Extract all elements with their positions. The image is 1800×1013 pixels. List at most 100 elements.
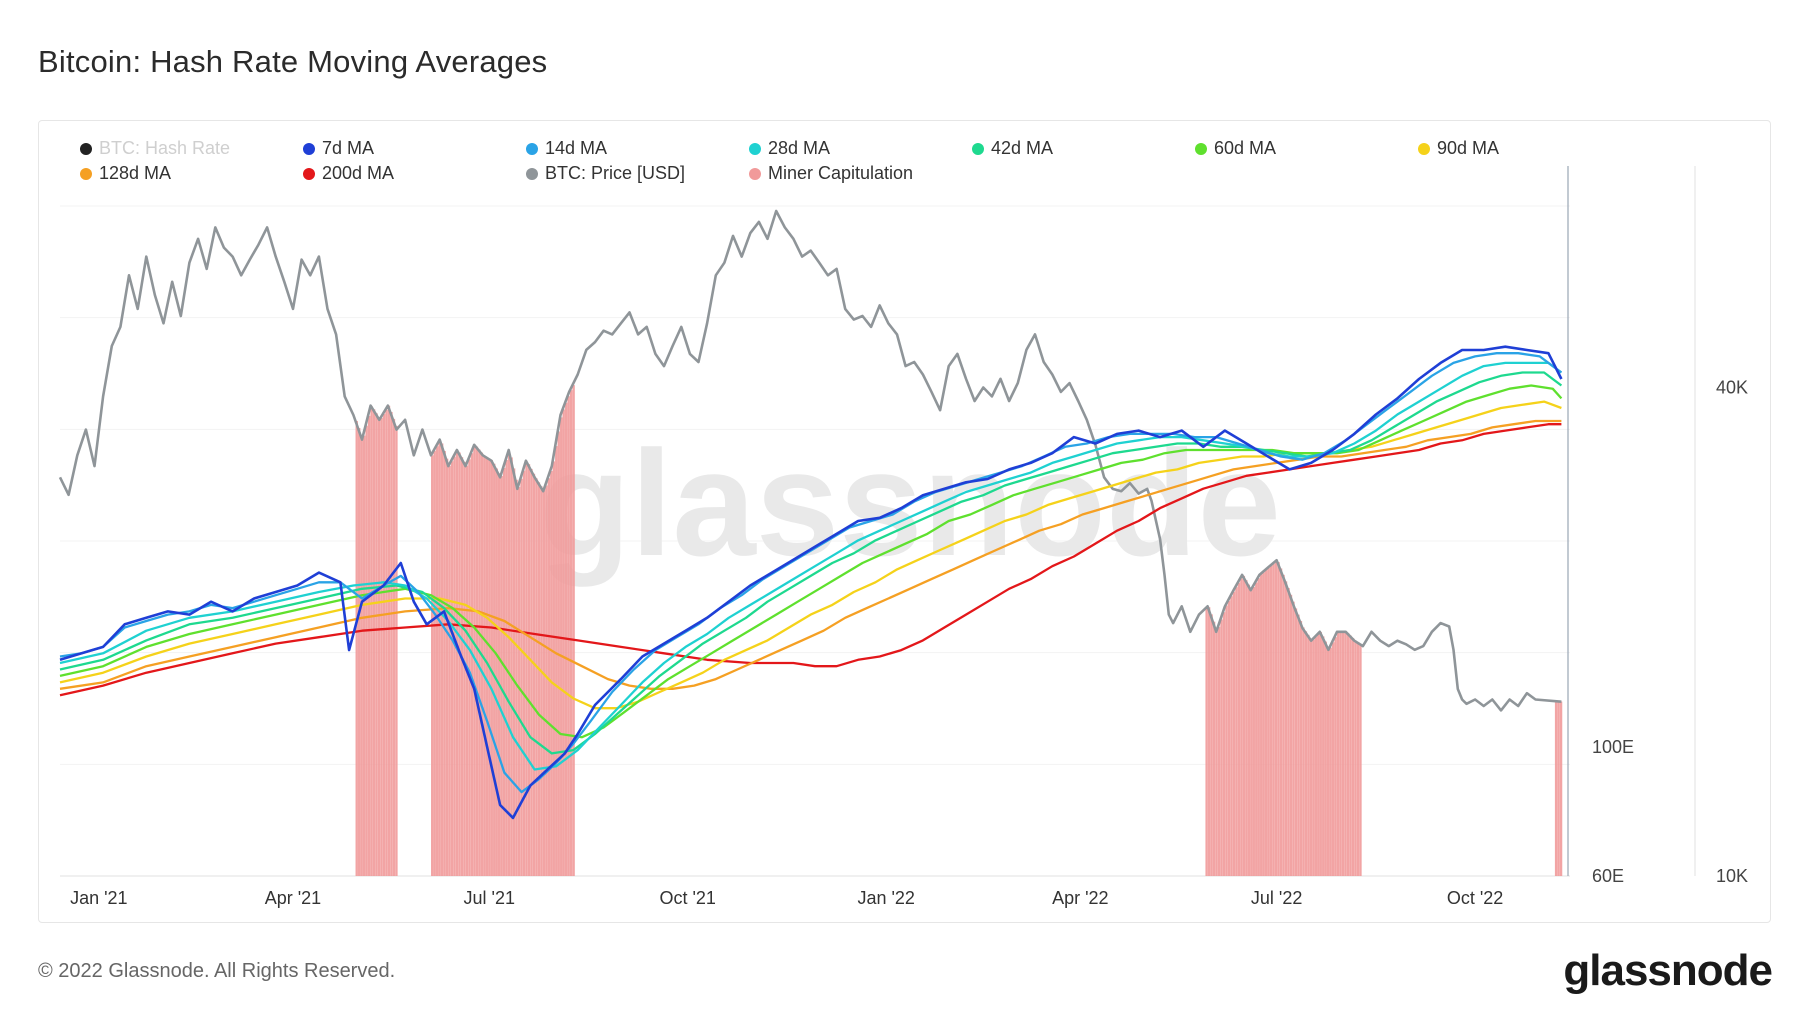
- ma-line-60d: [59, 384, 1563, 739]
- hash-axis-tick-label: 60E: [1592, 866, 1624, 886]
- capitulation-bar: [572, 385, 575, 876]
- capitulation-bar: [390, 412, 393, 876]
- legend-item-7d-ma[interactable]: 7d MA: [303, 138, 526, 159]
- capitulation-bar: [517, 487, 521, 876]
- capitulation-bar: [1225, 605, 1228, 876]
- legend-dot-icon: [526, 142, 538, 155]
- capitulation-bar: [1279, 568, 1283, 876]
- capitulation-bar: [550, 471, 553, 876]
- capitulation-bar: [1227, 600, 1231, 876]
- capitulation-bar: [1356, 642, 1360, 876]
- capitulation-bar: [358, 428, 361, 876]
- legend-label: 90d MA: [1437, 138, 1500, 158]
- capitulation-bar: [377, 417, 381, 876]
- x-tick-label: Jan '21: [70, 888, 127, 908]
- x-tick-label: Jul '21: [464, 888, 515, 908]
- capitulation-bar: [1331, 642, 1335, 876]
- capitulation-bar: [1319, 631, 1322, 876]
- legend-item-miner-capitulation[interactable]: Miner Capitulation: [749, 163, 972, 184]
- capitulation-bar: [362, 435, 366, 876]
- capitulation-bar: [1307, 634, 1310, 876]
- legend-label: 60d MA: [1214, 138, 1277, 158]
- capitulation-bar: [490, 460, 493, 876]
- capitulation-bar: [473, 447, 476, 876]
- legend-label: 14d MA: [545, 138, 608, 158]
- capitulation-bar: [1222, 612, 1226, 876]
- legend-label: BTC: Hash Rate: [99, 138, 231, 158]
- ma-line-42d: [59, 371, 1563, 755]
- capitulation-bar: [537, 482, 541, 876]
- capitulation-bar: [1302, 627, 1305, 876]
- capitulation-bar: [498, 473, 501, 876]
- capitulation-bar: [1341, 631, 1345, 876]
- capitulation-bar: [1324, 641, 1327, 876]
- chart-legend: BTC: Hash Rate 7d MA 14d MA 28d MA 42d MA 60d…: [80, 138, 1520, 184]
- capitulation-bar: [569, 390, 573, 876]
- capitulation-bar: [500, 475, 503, 876]
- capitulation-bar: [1304, 631, 1308, 876]
- legend-item-14d-ma[interactable]: 14d MA: [526, 138, 749, 159]
- capitulation-bar: [547, 478, 551, 876]
- capitulation-bar: [455, 451, 459, 876]
- capitulation-bar: [542, 490, 546, 876]
- capitulation-bar: [1267, 567, 1270, 876]
- capitulation-bar: [470, 453, 474, 876]
- capitulation-bar: [1247, 584, 1251, 876]
- capitulation-bar: [1334, 637, 1337, 876]
- capitulation-bar: [1237, 582, 1241, 876]
- capitulation-bar: [530, 468, 533, 876]
- capitulation-bar: [1240, 578, 1243, 876]
- legend-item-60d-ma[interactable]: 60d MA: [1195, 138, 1418, 159]
- capitulation-bar: [468, 459, 471, 876]
- capitulation-bar: [458, 452, 461, 876]
- capitulation-bar: [560, 417, 563, 876]
- capitulation-bar: [1299, 620, 1303, 876]
- capitulation-bar: [1289, 594, 1293, 876]
- glassnode-logo[interactable]: glassnode: [1563, 946, 1773, 995]
- capitulation-bar: [1235, 587, 1238, 876]
- legend-item-28d-ma[interactable]: 28d MA: [749, 138, 972, 159]
- legend-dot-icon: [749, 142, 761, 155]
- x-tick-label: Jan '22: [857, 888, 914, 908]
- legend-item-90d-ma[interactable]: 90d MA: [1418, 138, 1641, 159]
- legend-dot-icon: [972, 142, 984, 155]
- capitulation-bar: [1346, 632, 1350, 876]
- capitulation-bar: [380, 417, 383, 876]
- capitulation-bar: [480, 452, 484, 876]
- capitulation-bar: [375, 413, 378, 876]
- capitulation-bar: [372, 409, 376, 876]
- capitulation-bar: [527, 464, 531, 876]
- capitulation-bar: [382, 413, 386, 876]
- legend-item-42d-ma[interactable]: 42d MA: [972, 138, 1195, 159]
- legend-dot-icon: [1195, 142, 1207, 155]
- capitulation-bar: [1252, 586, 1255, 876]
- capitulation-bar: [1339, 631, 1342, 876]
- price-axis-tick-label: 10K: [1716, 866, 1748, 886]
- capitulation-bar: [1359, 643, 1362, 876]
- capitulation-bar: [1349, 635, 1352, 876]
- legend-item-btc-price-usd[interactable]: BTC: Price [USD]: [526, 163, 749, 184]
- capitulation-bar: [552, 461, 555, 876]
- legend-item-128d-ma[interactable]: 128d MA: [80, 163, 303, 184]
- legend-item-200d-ma[interactable]: 200d MA: [303, 163, 526, 184]
- capitulation-bar: [1230, 596, 1233, 876]
- capitulation-bar: [1317, 634, 1320, 876]
- chart-frame: [38, 120, 1771, 923]
- capitulation-bar: [367, 415, 371, 876]
- legend-label: 7d MA: [322, 138, 375, 158]
- x-tick-label: Apr '22: [1052, 888, 1108, 908]
- ma-line-28d: [59, 361, 1563, 771]
- capitulation-bar: [387, 405, 391, 876]
- capitulation-bar: [1312, 639, 1315, 876]
- x-tick-label: Jul '22: [1251, 888, 1302, 908]
- capitulation-bar: [1322, 636, 1325, 876]
- legend-label: 28d MA: [768, 138, 831, 158]
- legend-dot-icon: [80, 142, 92, 155]
- capitulation-bar: [1559, 701, 1563, 876]
- capitulation-bar: [1217, 626, 1221, 876]
- capitulation-bar: [433, 450, 436, 876]
- legend-item-btc-hash-rate[interactable]: BTC: Hash Rate: [80, 138, 303, 159]
- capitulation-bar: [1212, 621, 1216, 876]
- capitulation-bar: [532, 473, 536, 876]
